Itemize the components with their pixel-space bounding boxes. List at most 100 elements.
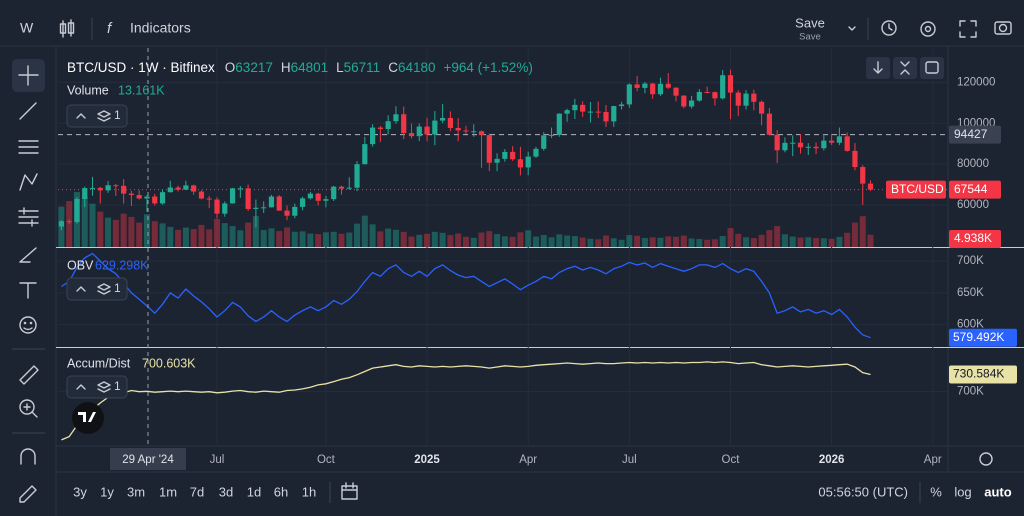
candle-body (665, 83, 671, 88)
candle-body (299, 198, 306, 207)
forecast-tool[interactable] (18, 207, 39, 227)
icon-tool[interactable] (19, 316, 37, 334)
ohlc-value: 56711 (344, 60, 381, 75)
measure-tool[interactable] (19, 365, 39, 385)
candle-body (860, 167, 866, 184)
volume-bar (408, 236, 415, 247)
replay-button[interactable] (881, 20, 897, 36)
save-button[interactable]: Save (795, 15, 825, 30)
candle-body (525, 156, 531, 168)
fib-tool[interactable] (18, 140, 39, 154)
axis-settings[interactable] (979, 452, 993, 466)
indicator-name: OBV (67, 258, 94, 272)
lock-tool[interactable] (19, 485, 37, 503)
volume-bar (719, 236, 726, 247)
candle-body (766, 113, 772, 135)
candle-body (564, 110, 570, 114)
candle-body (284, 210, 290, 216)
volume-bar (175, 229, 182, 247)
last-price-label-bg (949, 180, 1001, 199)
indicators-button[interactable]: Indicators (130, 20, 191, 36)
volume-bar (455, 233, 462, 247)
candle-body (486, 135, 492, 163)
log-toggle[interactable]: log (954, 484, 971, 499)
time-range-button[interactable]: 1y (100, 484, 114, 499)
candle-body (144, 196, 150, 199)
candle-body (852, 150, 858, 168)
chart-type-button[interactable] (59, 19, 75, 38)
candle-body (323, 199, 329, 201)
fullscreen-button[interactable] (959, 20, 977, 38)
indicator-legend-value: 700.603K (142, 356, 196, 370)
candle-body (805, 146, 811, 148)
auto-toggle[interactable]: auto (984, 484, 1012, 499)
candle-body (517, 159, 524, 168)
brush-tool[interactable] (19, 247, 37, 263)
time-range-button[interactable]: 3m (127, 484, 145, 499)
candle-body (198, 191, 205, 199)
settings-button[interactable] (920, 21, 936, 37)
volume-bar (229, 226, 236, 247)
text-tool[interactable] (19, 282, 37, 299)
volume-bar (198, 224, 205, 247)
line-tool[interactable] (19, 102, 37, 120)
volume-bar (696, 239, 703, 247)
goto-date-button[interactable] (341, 482, 358, 500)
volume-bar (595, 239, 602, 247)
icon (925, 61, 939, 74)
maximize-button[interactable] (920, 57, 944, 79)
volume-bar (634, 235, 641, 247)
timeframe-button[interactable]: W (20, 20, 34, 36)
volume-bar (548, 237, 555, 247)
time-range-button[interactable]: 1m (159, 484, 177, 499)
candle-body (634, 84, 640, 88)
candle-body (307, 193, 313, 199)
volume-bar (486, 231, 493, 247)
candle-body (844, 136, 850, 151)
crosshair-tool[interactable] (18, 65, 39, 86)
volume-bar (190, 229, 197, 247)
candle-body (292, 206, 298, 216)
candle-body (712, 92, 718, 99)
layers-icon (97, 110, 111, 122)
volume-bar (330, 231, 337, 247)
pattern-tool[interactable] (19, 173, 38, 191)
time-range-button[interactable]: 1h (302, 484, 316, 499)
candle-body (455, 127, 461, 131)
volume-bar (704, 239, 711, 247)
candle-body (121, 185, 127, 194)
magnet-tool[interactable] (20, 448, 36, 465)
time-range-button[interactable]: 6h (274, 484, 288, 499)
candle-body (587, 111, 594, 113)
legend-controls[interactable] (66, 375, 128, 399)
volume-bar (369, 224, 376, 247)
time-range-button[interactable]: 3y (73, 484, 87, 499)
time-range-button[interactable]: 7d (190, 484, 204, 499)
volume-bar (735, 233, 742, 247)
candle-body (790, 142, 796, 144)
x-tick-label: Apr (924, 454, 942, 466)
legend-controls[interactable] (66, 277, 128, 301)
y-tick-label: 700K (957, 255, 984, 267)
legend-controls[interactable] (66, 104, 128, 128)
candle-body (704, 91, 710, 93)
collapse-button[interactable] (893, 57, 917, 79)
last-volume-label: 4.938K (954, 231, 992, 245)
candle-body (688, 100, 695, 107)
indicator-line (61, 252, 871, 339)
candle-body (105, 185, 111, 191)
zoom-tool[interactable] (19, 399, 38, 418)
candle-body (751, 93, 757, 102)
save-menu[interactable] (848, 26, 856, 31)
indicator-line (61, 361, 871, 441)
screenshot-button[interactable] (994, 21, 1012, 35)
percent-toggle[interactable]: % (930, 484, 942, 499)
time-range-button[interactable]: 1d (247, 484, 261, 499)
volume-bar (618, 239, 625, 247)
candle-body (618, 104, 625, 107)
x-tick-label: 2026 (819, 454, 845, 466)
candle-body (66, 221, 72, 223)
candle-body (128, 193, 135, 196)
time-range-button[interactable]: 3d (219, 484, 233, 499)
collapse-icon (76, 113, 86, 119)
